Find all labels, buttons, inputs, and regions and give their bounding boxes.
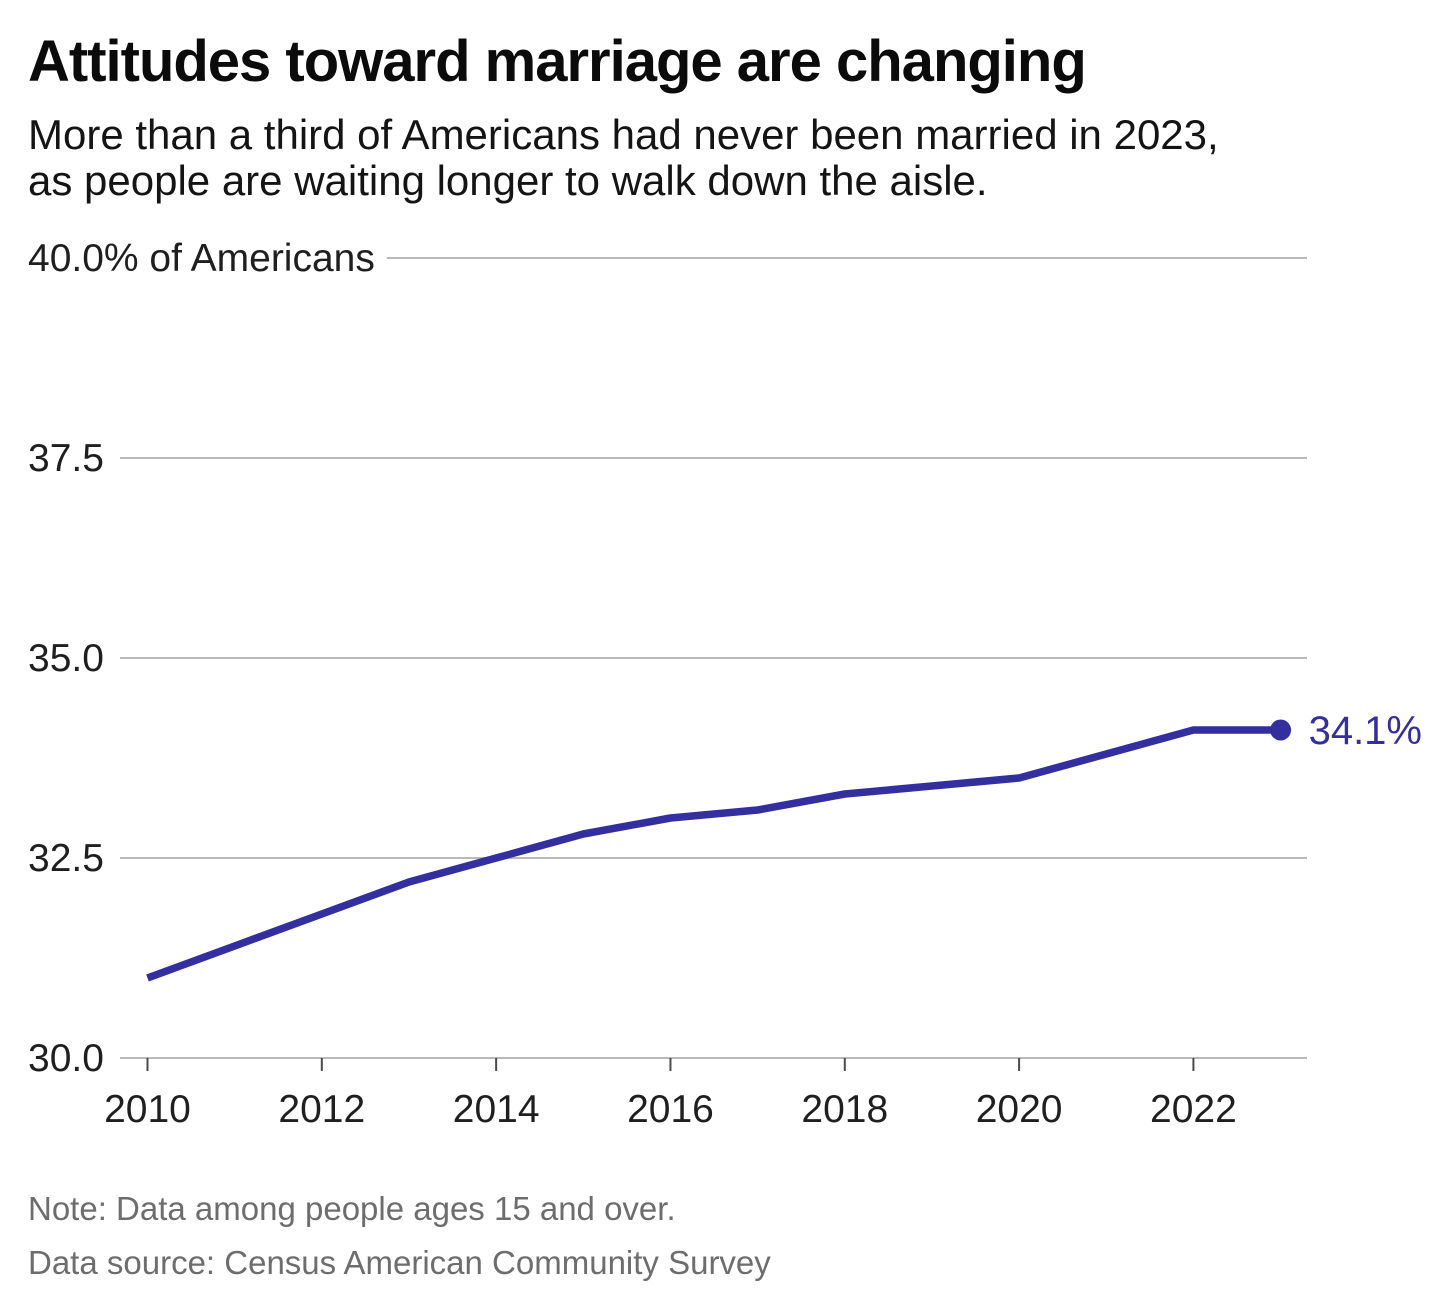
x-axis-tick-label: 2020	[976, 1088, 1063, 1131]
y-axis-tick-label: 30.0	[28, 1037, 104, 1080]
chart-source: Data source: Census American Community S…	[28, 1244, 771, 1281]
end-value-label: 34.1%	[1309, 709, 1422, 753]
end-point-marker	[1270, 719, 1292, 741]
x-axis-tick-label: 2016	[627, 1088, 714, 1131]
x-axis-tick-label: 2010	[104, 1088, 191, 1131]
y-axis-tick-label: 37.5	[28, 437, 104, 480]
chart-title: Attitudes toward marriage are changing	[28, 29, 1087, 94]
x-axis-tick-label: 2012	[278, 1088, 365, 1131]
chart-subtitle: More than a third of Americans had never…	[28, 111, 1219, 205]
data-line	[146, 726, 1281, 982]
y-axis-tick-label: 35.0	[28, 637, 104, 680]
chart-note: Note: Data among people ages 15 and over…	[28, 1190, 676, 1227]
x-axis-tick-label: 2018	[801, 1088, 888, 1131]
x-axis-tick-label: 2022	[1150, 1088, 1237, 1131]
y-axis-tick-label: 32.5	[28, 837, 104, 880]
x-axis-tick-label: 2014	[453, 1088, 540, 1131]
y-axis-tick-label: 40.0% of Americans	[28, 237, 375, 280]
